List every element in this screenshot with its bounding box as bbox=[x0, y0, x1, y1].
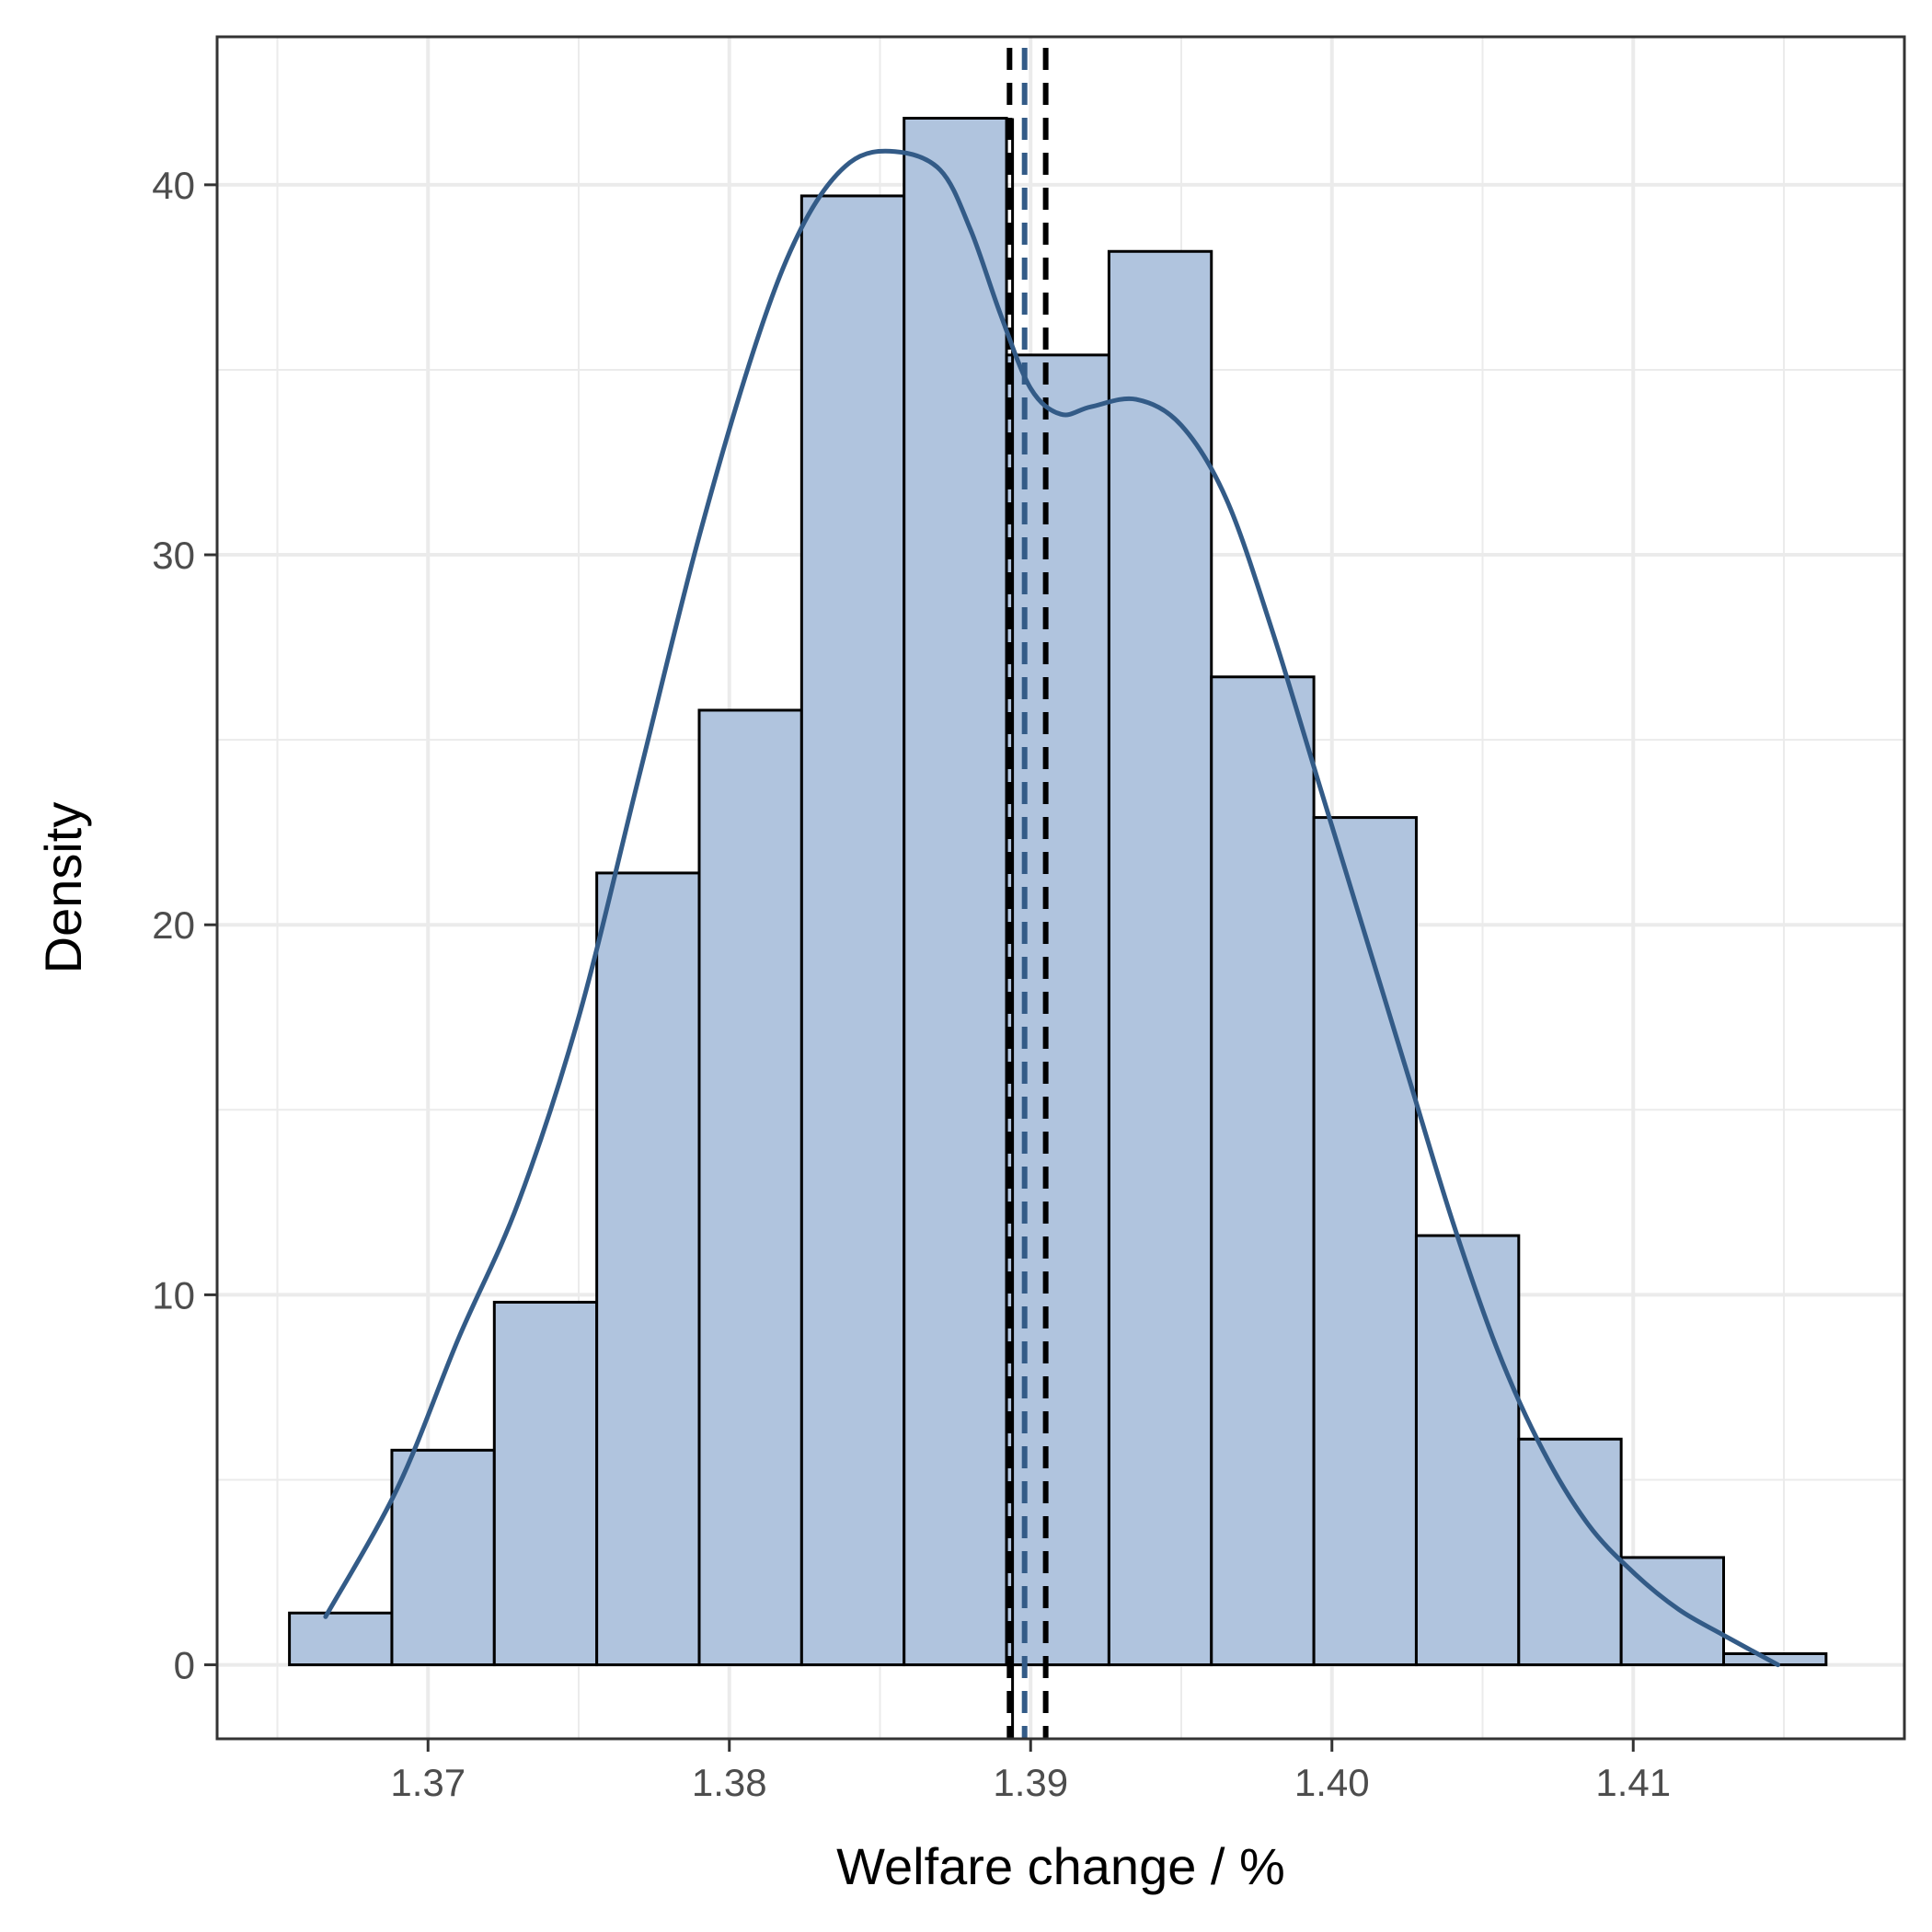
y-tick-label: 40 bbox=[152, 164, 195, 207]
y-tick-label: 20 bbox=[152, 903, 195, 947]
x-axis-ticks: 1.37 1.38 1.39 1.40 1.41 bbox=[390, 1739, 1671, 1804]
histogram-bar bbox=[1517, 1437, 1623, 1667]
density-curve bbox=[323, 148, 1780, 1668]
reference-lines bbox=[1006, 48, 1049, 1739]
histogram-bars bbox=[288, 116, 1828, 1667]
x-tick-label: 1.39 bbox=[993, 1761, 1068, 1804]
histogram-bar bbox=[1210, 675, 1316, 1667]
histogram-bar bbox=[1107, 249, 1213, 1667]
y-axis-title: Density bbox=[34, 802, 92, 974]
histogram-bar bbox=[903, 116, 1008, 1667]
panel-border bbox=[215, 35, 1906, 1741]
y-tick-label: 0 bbox=[174, 1644, 195, 1687]
x-axis-title: Welfare change / % bbox=[836, 1837, 1285, 1895]
histogram-bar bbox=[1414, 1234, 1521, 1667]
x-tick-label: 1.38 bbox=[692, 1761, 767, 1804]
x-tick-label: 1.37 bbox=[390, 1761, 466, 1804]
histogram-bar bbox=[288, 1611, 394, 1667]
x-tick-label: 1.41 bbox=[1595, 1761, 1671, 1804]
histogram-bar bbox=[799, 194, 906, 1667]
y-tick-label: 10 bbox=[152, 1273, 195, 1317]
y-axis-ticks: 0 10 20 30 40 bbox=[152, 164, 217, 1687]
histogram-bar bbox=[595, 871, 701, 1667]
histogram-bar bbox=[492, 1300, 599, 1667]
histogram-bar bbox=[390, 1448, 496, 1667]
x-tick-label: 1.40 bbox=[1294, 1761, 1370, 1804]
histogram-bar bbox=[697, 708, 803, 1667]
y-tick-label: 30 bbox=[152, 534, 195, 577]
histogram-bar bbox=[1312, 816, 1418, 1667]
